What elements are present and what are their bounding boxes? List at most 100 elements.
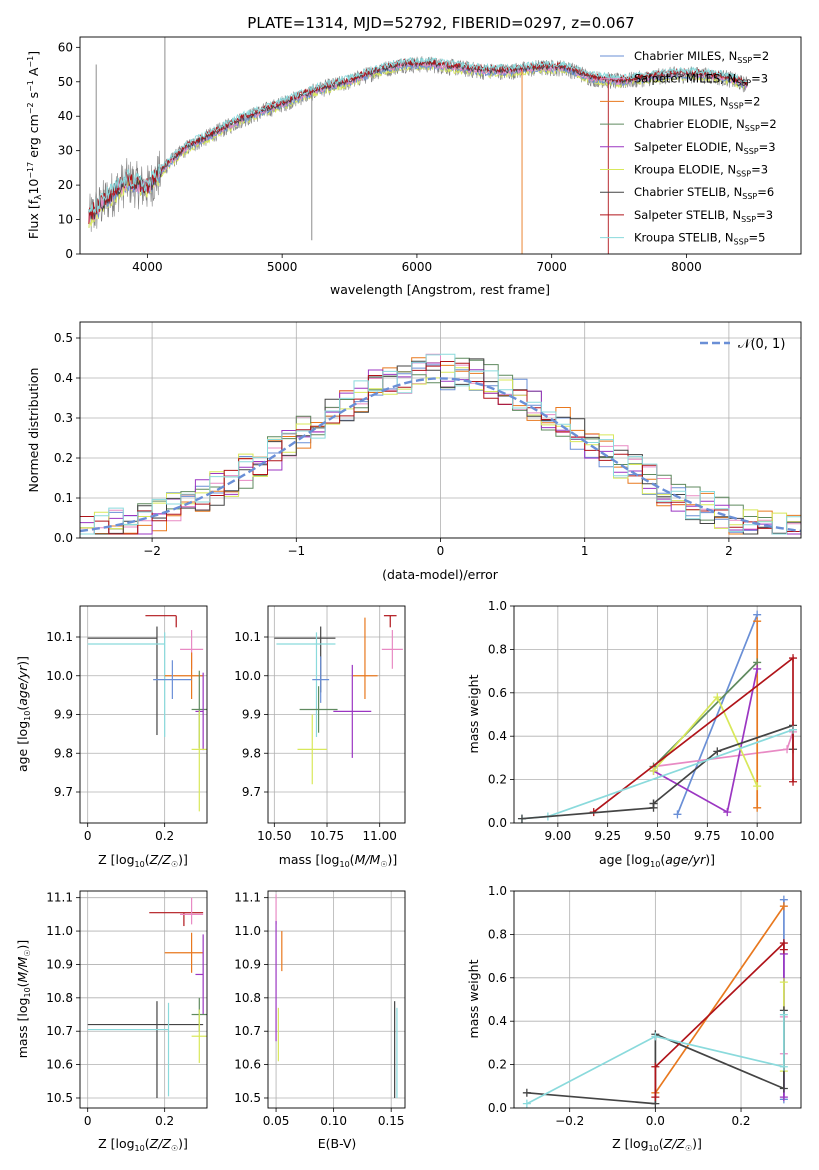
errorbar-point — [333, 664, 372, 758]
series-marker — [779, 1010, 788, 1019]
x-tick-label: 6000 — [402, 260, 433, 274]
axes-frame — [267, 605, 406, 824]
series-marker — [649, 799, 658, 808]
y-tick-label: 0.8 — [488, 927, 507, 941]
y-tick-label: 0.0 — [54, 531, 73, 545]
x-tick-label: 0.2 — [731, 1114, 750, 1128]
series-marker — [753, 803, 762, 812]
x-tick-label: 7000 — [536, 260, 567, 274]
errorbar-point — [87, 632, 166, 737]
spectrum-legend: Chabrier MILES, NSSP=2 Salpeter MILES, NS… — [600, 49, 777, 247]
y-tick-label: 0.2 — [488, 1058, 507, 1072]
axes-frame — [79, 321, 802, 539]
y-tick-label: 10.9 — [234, 957, 261, 971]
series-marker — [779, 945, 788, 954]
plot-area-weight-vs-age — [514, 606, 801, 823]
y-tick-label: 0.4 — [488, 1014, 507, 1028]
y-tick-label: 10.5 — [46, 1091, 73, 1105]
legend-label: Kroupa MILES, NSSP=2 — [634, 94, 760, 110]
axes-frame — [267, 890, 406, 1109]
weight-vs-age-x-label: age [log10(age/yr)] — [599, 852, 715, 869]
y-tick-label: 20 — [58, 178, 73, 192]
x-tick-label: 0.05 — [263, 1114, 290, 1128]
errorbar-point — [180, 897, 204, 925]
series-marker — [779, 1084, 788, 1093]
errorbar-point — [87, 1001, 204, 1098]
x-tick-label: 5000 — [267, 260, 298, 274]
y-tick-label: 0.0 — [488, 1101, 507, 1115]
model-spectrum — [88, 56, 748, 214]
y-tick-label: 10.8 — [234, 991, 261, 1005]
series-marker — [789, 725, 798, 734]
errorbar-point — [195, 934, 204, 1015]
x-tick-label: 0.15 — [378, 1114, 405, 1128]
x-tick-label: 0.2 — [155, 829, 174, 843]
figure-title: PLATE=1314, MJD=52792, FIBERID=0297, z=0… — [247, 14, 634, 32]
panel-spectrum: 4000 5000 6000 7000 8000 0 10 20 30 40 50 60 Chabrie… — [58, 36, 802, 274]
y-tick-label: 0.4 — [488, 729, 507, 743]
y-tick-label: 0.1 — [54, 491, 73, 505]
x-tick-label: 0.10 — [320, 1114, 347, 1128]
y-tick-label: 11.1 — [46, 891, 73, 905]
legend-label: Salpeter STELIB, NSSP=3 — [634, 208, 773, 224]
series-marker — [789, 777, 798, 786]
errorbar-point — [145, 615, 177, 628]
series-marker — [713, 693, 722, 702]
normal-curve — [80, 377, 801, 533]
y-tick-label: 10.7 — [46, 1024, 73, 1038]
y-tick-label: 9.8 — [54, 746, 73, 760]
legend-label: Chabrier MILES, NSSP=2 — [634, 49, 769, 65]
series-marker — [517, 814, 526, 823]
panel-mass-vs-EBV: 0.05 0.10 0.15 10.5 10.6 10.7 10.8 10.9 11.0 11.1 — [234, 890, 406, 1128]
series-line — [654, 905, 785, 1094]
y-tick-label: 0.6 — [488, 971, 507, 985]
plot-area-mass-vs-Z — [80, 891, 207, 1108]
errorbar-point — [274, 626, 336, 693]
age-vs-Z-y-label: age [log10(age/yr)] — [15, 656, 32, 772]
series-line — [676, 614, 758, 815]
y-tick-label: 9.7 — [242, 785, 261, 799]
y-tick-label: 10 — [58, 213, 73, 227]
panel-weight-vs-Z: −0.2 0.0 0.2 0.0 0.2 0.4 0.6 0.8 1.0 — [488, 884, 802, 1128]
x-tick-label: 9.50 — [644, 829, 671, 843]
weight-vs-age-y-label: mass weight — [466, 674, 481, 753]
y-tick-label: 0.5 — [54, 331, 73, 345]
panel-age-vs-Z: 0 0.2 9.7 9.8 9.9 10.0 10.1 — [46, 605, 208, 843]
errorbar-point — [164, 652, 204, 699]
series-marker — [723, 808, 732, 817]
y-tick-label: 10.7 — [234, 1024, 261, 1038]
mass-vs-Z-x-label: Z [log10(Z/Z☉)] — [98, 1136, 188, 1153]
errorbar-point — [191, 710, 207, 812]
legend-label: 𝒩(0, 1) — [738, 337, 785, 352]
y-tick-label: 10.6 — [46, 1058, 73, 1072]
x-tick-label: 0 — [84, 829, 92, 843]
y-tick-label: 9.8 — [242, 746, 261, 760]
spectrum-x-label: wavelength [Angstrom, rest frame] — [330, 282, 550, 297]
series-marker — [713, 747, 722, 756]
plot-area-age-vs-mass — [268, 606, 405, 823]
y-tick-label: 11.1 — [234, 891, 261, 905]
y-tick-label: 10.0 — [234, 669, 261, 683]
y-tick-label: 0.0 — [488, 816, 507, 830]
series-marker — [779, 1093, 788, 1102]
legend-label: Salpeter MILES, NSSP=3 — [634, 72, 768, 88]
axes-frame — [79, 890, 208, 1109]
panel-mass-vs-Z: 0 0.2 10.5 10.6 10.7 10.8 10.9 11.0 11.1 — [46, 890, 208, 1128]
x-tick-label: 4000 — [132, 260, 163, 274]
y-tick-label: 60 — [58, 40, 73, 54]
mass-vs-Z-y-label: mass [log10(M/M☉)] — [15, 940, 32, 1059]
y-tick-label: 40 — [58, 109, 73, 123]
errorbar-point — [153, 660, 192, 699]
x-tick-label: 9.25 — [594, 829, 621, 843]
x-tick-label: 10.00 — [740, 829, 774, 843]
axes-frame — [513, 890, 802, 1109]
series-line — [652, 661, 758, 768]
histogram-kroupa-stelib — [80, 353, 801, 535]
y-tick-label: 0.2 — [488, 773, 507, 787]
y-tick-label: 10.8 — [46, 991, 73, 1005]
series-line — [521, 803, 655, 820]
y-tick-label: 10.9 — [46, 957, 73, 971]
age-vs-mass-x-label: mass [log10(M/M☉)] — [279, 852, 398, 869]
y-tick-label: 11.0 — [234, 924, 261, 938]
panel-residuals: −2 −1 0 1 2 0.0 0.1 0.2 0.3 0.4 0.5 𝒩(0, 1) — [54, 321, 802, 558]
